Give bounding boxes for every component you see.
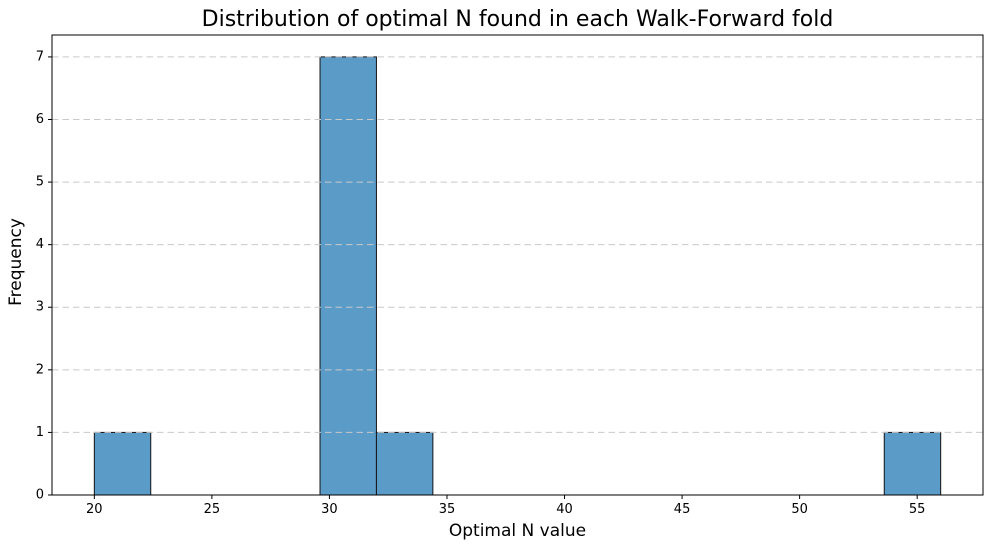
chart-title: Distribution of optimal N found in each … — [201, 7, 834, 32]
x-tick-label: 50 — [791, 502, 808, 517]
x-tick-label: 35 — [439, 502, 456, 517]
y-tick-label: 2 — [36, 362, 44, 377]
x-tick-label: 40 — [556, 502, 573, 517]
x-tick-label: 25 — [204, 502, 221, 517]
x-tick-label: 45 — [674, 502, 691, 517]
y-tick-label: 0 — [36, 488, 44, 503]
histogram-bar — [375, 431, 434, 496]
plot-border — [51, 34, 984, 496]
y-tick-label: 3 — [36, 300, 44, 315]
x-tick-label: 30 — [321, 502, 338, 517]
x-tick-label: 55 — [909, 502, 926, 517]
y-tick-label: 6 — [36, 112, 44, 127]
histogram-bar — [93, 431, 152, 496]
x-tick-label: 20 — [86, 502, 103, 517]
y-tick-label: 7 — [36, 49, 44, 64]
histogram-bar — [319, 56, 377, 496]
y-tick-label: 1 — [36, 425, 44, 440]
y-tick-label: 4 — [36, 237, 44, 252]
y-tick-label: 5 — [36, 175, 44, 190]
histogram-bar — [883, 431, 942, 496]
x-axis-label: Optimal N value — [448, 521, 587, 541]
